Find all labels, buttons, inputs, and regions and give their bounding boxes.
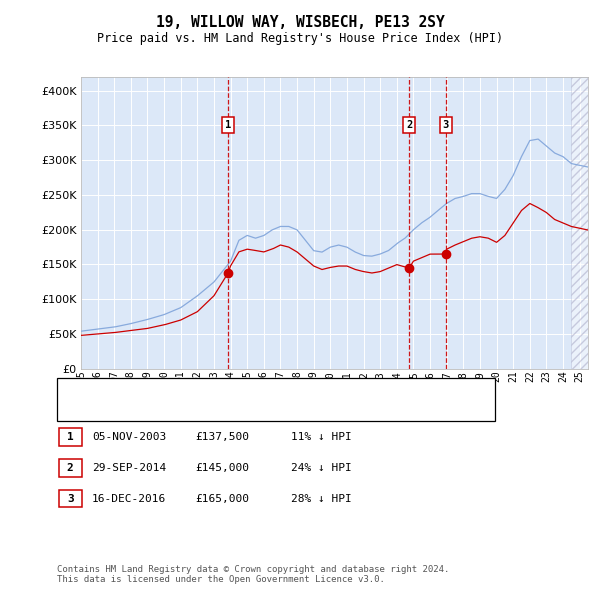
Text: 16-DEC-2016: 16-DEC-2016 <box>92 494 166 503</box>
Text: ——: —— <box>67 384 82 396</box>
Text: Contains HM Land Registry data © Crown copyright and database right 2024.
This d: Contains HM Land Registry data © Crown c… <box>57 565 449 584</box>
Text: £137,500: £137,500 <box>195 432 249 442</box>
Text: HPI: Average price, detached house, Fenland: HPI: Average price, detached house, Fenl… <box>94 404 352 414</box>
Text: 28% ↓ HPI: 28% ↓ HPI <box>291 494 352 503</box>
Text: 2: 2 <box>67 463 74 473</box>
Text: 3: 3 <box>443 120 449 130</box>
Text: 1: 1 <box>225 120 231 130</box>
Text: 3: 3 <box>67 494 74 503</box>
Text: 2: 2 <box>406 120 412 130</box>
Text: 29-SEP-2014: 29-SEP-2014 <box>92 463 166 473</box>
Text: 05-NOV-2003: 05-NOV-2003 <box>92 432 166 442</box>
Text: £165,000: £165,000 <box>195 494 249 503</box>
Text: ——: —— <box>67 402 82 415</box>
Text: 19, WILLOW WAY, WISBECH, PE13 2SY (detached house): 19, WILLOW WAY, WISBECH, PE13 2SY (detac… <box>94 385 394 395</box>
Text: 1: 1 <box>67 432 74 442</box>
Text: Price paid vs. HM Land Registry's House Price Index (HPI): Price paid vs. HM Land Registry's House … <box>97 32 503 45</box>
Text: 24% ↓ HPI: 24% ↓ HPI <box>291 463 352 473</box>
Text: 11% ↓ HPI: 11% ↓ HPI <box>291 432 352 442</box>
Text: 19, WILLOW WAY, WISBECH, PE13 2SY: 19, WILLOW WAY, WISBECH, PE13 2SY <box>155 15 445 30</box>
Bar <box>571 77 588 369</box>
Text: £145,000: £145,000 <box>195 463 249 473</box>
